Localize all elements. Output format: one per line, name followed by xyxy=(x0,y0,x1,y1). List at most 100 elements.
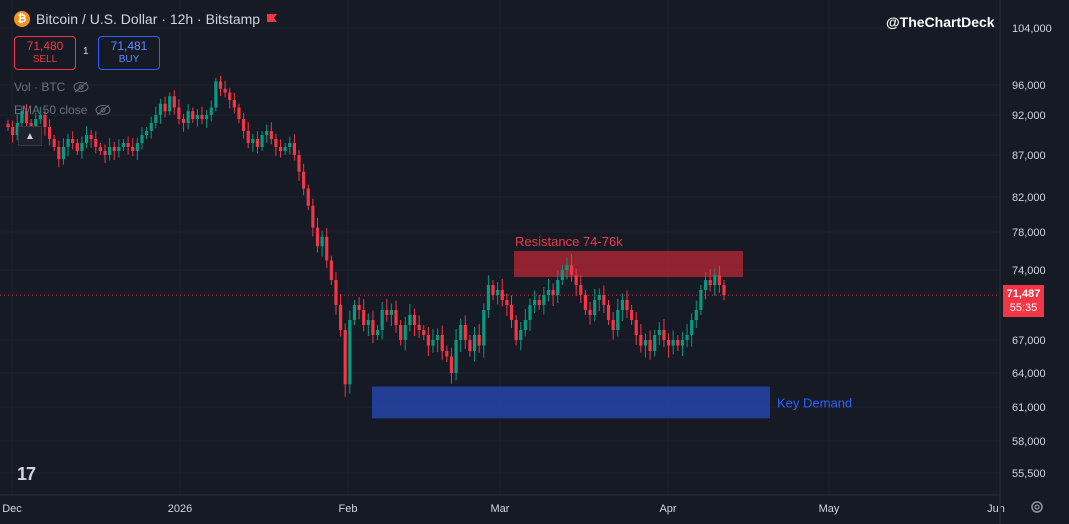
candle-body xyxy=(348,320,352,385)
candle-body xyxy=(228,92,232,100)
candle-body xyxy=(38,115,42,119)
zone-demand xyxy=(372,386,770,419)
candle-body xyxy=(620,300,624,310)
candle-body xyxy=(265,131,269,135)
candle-body xyxy=(630,310,634,320)
last-price-value: 71,487 xyxy=(1006,288,1041,300)
x-tick-label: May xyxy=(819,503,840,515)
sell-button[interactable]: 71,480 SELL xyxy=(14,36,76,70)
candle-body xyxy=(177,107,181,119)
last-price-tag: 71,487 55:35 xyxy=(1003,285,1044,317)
candle-body xyxy=(602,295,606,305)
x-tick-label: Apr xyxy=(659,503,676,515)
candle-body xyxy=(565,265,569,270)
candle-body xyxy=(94,139,98,147)
x-tick-label: Dec xyxy=(2,503,22,515)
candle-body xyxy=(445,351,449,357)
bar-countdown: 55:35 xyxy=(1009,302,1038,314)
candle-body xyxy=(80,143,84,151)
candle-body xyxy=(505,300,509,305)
candle-body xyxy=(496,290,500,295)
candle-body xyxy=(523,320,527,330)
candle-body xyxy=(246,131,250,143)
candle-body xyxy=(191,111,195,119)
candle-body xyxy=(385,310,389,315)
candle-body xyxy=(108,147,112,155)
candle-body xyxy=(666,340,671,346)
symbol-title[interactable]: Bitcoin / U.S. Dollar · 12h · Bitstamp xyxy=(36,11,261,27)
candle-body xyxy=(61,147,66,160)
indicator-volume[interactable]: Vol · BTC xyxy=(14,80,89,94)
candle-body xyxy=(154,115,158,123)
candle-body xyxy=(454,340,458,373)
candle-body xyxy=(537,300,541,305)
y-tick-label: 96,000 xyxy=(1012,80,1046,92)
candle-body xyxy=(380,310,384,330)
candle-body xyxy=(422,330,426,335)
candle-body xyxy=(52,139,56,147)
candle-body xyxy=(463,325,467,340)
candle-body xyxy=(255,139,260,147)
candle-body xyxy=(172,96,176,108)
candle-body xyxy=(717,275,721,285)
tradingview-logo[interactable]: 17 xyxy=(17,464,36,484)
candle-body xyxy=(251,139,255,143)
candle-body xyxy=(403,325,407,340)
candle-body xyxy=(486,285,491,310)
candle-body xyxy=(639,335,643,346)
candle-body xyxy=(11,127,15,135)
gear-icon[interactable] xyxy=(1030,500,1044,514)
candle-body xyxy=(329,260,333,280)
candle-body xyxy=(528,305,532,320)
candle-body xyxy=(625,300,629,310)
candle-body xyxy=(662,330,666,340)
candle-body xyxy=(223,88,227,93)
candle-body xyxy=(500,290,504,300)
candle-body xyxy=(186,111,190,123)
eye-hidden-icon[interactable] xyxy=(95,104,111,116)
candle-body xyxy=(6,123,10,127)
candle-body xyxy=(671,340,675,346)
flag-icon[interactable] xyxy=(266,13,278,25)
y-tick-label: 67,000 xyxy=(1012,335,1046,347)
candle-body xyxy=(560,270,564,280)
eye-hidden-icon[interactable] xyxy=(73,81,89,93)
zone-resistance xyxy=(514,251,743,277)
candle-body xyxy=(149,123,153,131)
candle-body xyxy=(241,119,246,131)
sell-label: SELL xyxy=(32,54,58,65)
candle-body xyxy=(366,320,370,325)
candle-body xyxy=(112,147,116,151)
candle-body xyxy=(205,115,209,119)
indicator-ema-label: EMA 50 close xyxy=(14,103,88,117)
candle-body xyxy=(436,335,440,340)
candle-body xyxy=(260,135,264,147)
candle-body xyxy=(579,285,583,295)
candle-body xyxy=(426,335,430,346)
candle-body xyxy=(713,275,717,285)
x-tick-label: Mar xyxy=(491,503,510,515)
candle-body xyxy=(288,143,292,147)
buy-price: 71,481 xyxy=(110,39,148,53)
collapse-indicators-button[interactable]: ▲ xyxy=(18,126,42,146)
candle-body xyxy=(477,335,481,346)
candle-body xyxy=(302,171,306,189)
candle-body xyxy=(131,147,135,151)
candle-body xyxy=(311,205,315,228)
y-tick-label: 82,000 xyxy=(1012,192,1046,204)
candle-body xyxy=(375,330,380,335)
indicator-ema[interactable]: EMA 50 close xyxy=(14,103,111,117)
candle-body xyxy=(509,305,514,320)
candle-body xyxy=(634,320,638,335)
candle-body xyxy=(84,135,89,143)
candle-body xyxy=(412,315,417,325)
candle-body xyxy=(71,139,75,143)
candle-body xyxy=(181,119,186,123)
candle-body xyxy=(117,147,121,151)
candle-body xyxy=(163,103,167,112)
buy-button[interactable]: 71,481 BUY xyxy=(98,36,160,70)
candle-body xyxy=(611,320,615,330)
zone-label: Resistance 74-76k xyxy=(515,234,623,249)
candle-body xyxy=(440,335,444,351)
